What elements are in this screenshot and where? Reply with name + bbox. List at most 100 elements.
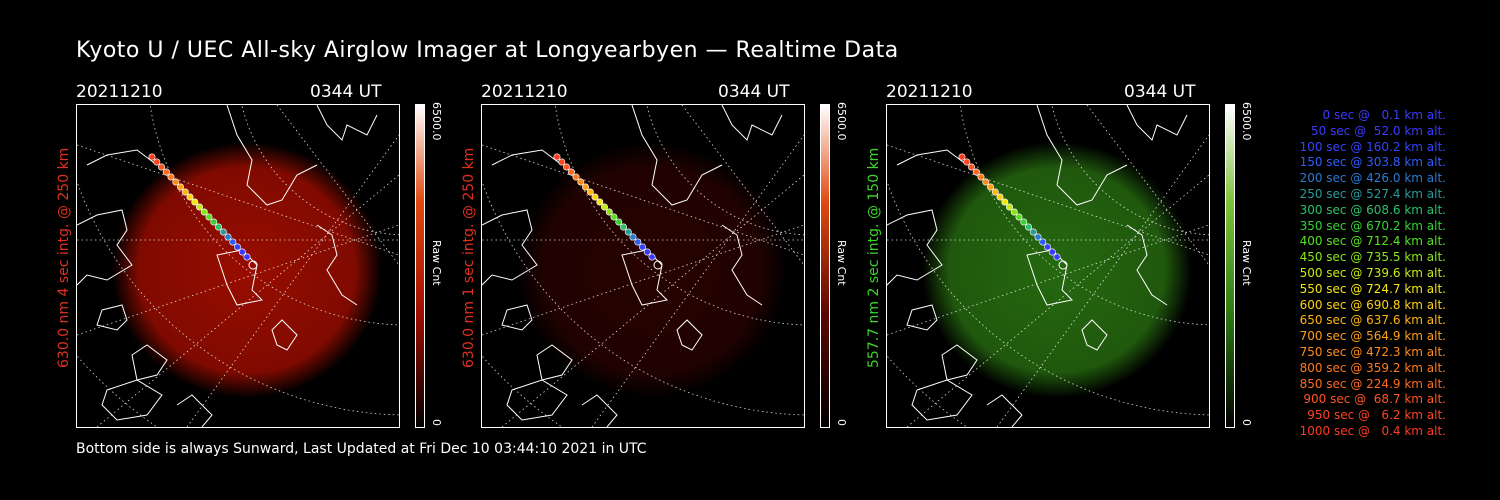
trajectory-point <box>224 233 232 241</box>
panel-2-cbar-min: 0 <box>835 419 848 426</box>
trajectory-point <box>1006 203 1014 211</box>
launch-site-marker <box>653 260 663 270</box>
trajectory-point <box>977 173 985 181</box>
trajectory-point <box>153 158 161 166</box>
legend-item: 50 sec @ 52.0 km alt. <box>1311 123 1446 138</box>
launch-site-marker <box>248 260 258 270</box>
legend-item: 200 sec @ 426.0 km alt. <box>1299 171 1446 186</box>
trajectory-point <box>243 253 251 261</box>
trajectory-point <box>234 243 242 251</box>
legend-item: 450 sec @ 735.5 km alt. <box>1299 250 1446 265</box>
trajectory-point <box>639 243 647 251</box>
trajectory-point <box>553 153 561 161</box>
trajectory-point <box>191 198 199 206</box>
panel-2-colorbar <box>820 104 830 428</box>
coastline-outlines <box>482 105 783 427</box>
trajectory-point <box>648 253 656 261</box>
lat-lon-grid <box>887 105 1209 427</box>
panel-2-ylabel: 630.0 nm 1 sec intg. @ 250 km <box>461 147 477 368</box>
panel-3-time: 0344 UT <box>1124 82 1196 102</box>
trajectory-point <box>615 218 623 226</box>
trajectory-point <box>563 163 571 171</box>
trajectory-point <box>215 223 223 231</box>
panel-2-date: 20211210 <box>481 82 568 102</box>
trajectory-point <box>196 203 204 211</box>
rocket-trajectory <box>148 153 258 270</box>
legend-item: 900 sec @ 68.7 km alt. <box>1303 392 1446 407</box>
rocket-trajectory <box>958 153 1068 270</box>
panel-1-time: 0344 UT <box>310 82 382 102</box>
legend-item: 950 sec @ 6.2 km alt. <box>1307 408 1446 423</box>
panel-2-image <box>481 104 805 428</box>
allsky-map <box>77 105 399 427</box>
trajectory-point <box>567 168 575 176</box>
panel-2-time: 0344 UT <box>718 82 790 102</box>
trajectory-point <box>1048 248 1056 256</box>
legend-item: 600 sec @ 690.8 km alt. <box>1299 297 1446 312</box>
trajectory-point <box>982 178 990 186</box>
panel-2-cbar-unit: Raw Cnt <box>835 240 848 286</box>
trajectory-point <box>205 213 213 221</box>
panel-2-cbar-max: 6500.0 <box>835 102 848 141</box>
trajectory-point <box>582 183 590 191</box>
page-title: Kyoto U / UEC All-sky Airglow Imager at … <box>76 38 899 63</box>
legend-item: 650 sec @ 637.6 km alt. <box>1299 313 1446 328</box>
trajectory-point <box>167 173 175 181</box>
legend-item: 800 sec @ 359.2 km alt. <box>1299 360 1446 375</box>
trajectory-point <box>1029 228 1037 236</box>
allsky-map <box>887 105 1209 427</box>
trajectory-point <box>1001 198 1009 206</box>
trajectory-legend: 0 sec @ 0.1 km alt. 50 sec @ 52.0 km alt.… <box>1262 108 1446 440</box>
legend-item: 350 sec @ 670.2 km alt. <box>1299 218 1446 233</box>
trajectory-point <box>996 193 1004 201</box>
legend-item: 750 sec @ 472.3 km alt. <box>1299 344 1446 359</box>
trajectory-point <box>1010 208 1018 216</box>
legend-item: 150 sec @ 303.8 km alt. <box>1299 155 1446 170</box>
legend-item: 250 sec @ 527.4 km alt. <box>1299 186 1446 201</box>
trajectory-point <box>596 198 604 206</box>
trajectory-point <box>629 233 637 241</box>
launch-site-marker <box>1058 260 1068 270</box>
trajectory-point <box>987 183 995 191</box>
trajectory-point <box>177 183 185 191</box>
rocket-trajectory <box>553 153 663 270</box>
trajectory-point <box>577 178 585 186</box>
airglow-sky-disc <box>922 142 1192 398</box>
trajectory-point <box>1053 253 1061 261</box>
panel-1-colorbar <box>415 104 425 428</box>
panel-3-cbar-unit: Raw Cnt <box>1240 240 1253 286</box>
legend-item: 100 sec @ 160.2 km alt. <box>1299 139 1446 154</box>
airglow-sky-disc <box>517 142 787 398</box>
trajectory-point <box>229 238 237 246</box>
trajectory-point <box>591 193 599 201</box>
trajectory-point <box>162 168 170 176</box>
legend-item: 1000 sec @ 0.4 km alt. <box>1299 423 1446 438</box>
trajectory-point <box>963 158 971 166</box>
panel-1-image <box>76 104 400 428</box>
trajectory-point <box>610 213 618 221</box>
trajectory-point <box>620 223 628 231</box>
allsky-map <box>482 105 804 427</box>
trajectory-point <box>558 158 566 166</box>
trajectory-point <box>1015 213 1023 221</box>
trajectory-point <box>1034 233 1042 241</box>
lat-lon-grid <box>482 105 804 427</box>
trajectory-point <box>586 188 594 196</box>
trajectory-point <box>1020 218 1028 226</box>
trajectory-point <box>172 178 180 186</box>
legend-item: 300 sec @ 608.6 km alt. <box>1299 202 1446 217</box>
trajectory-point <box>1039 238 1047 246</box>
trajectory-point <box>158 163 166 171</box>
panel-3-date: 20211210 <box>886 82 973 102</box>
panel-3-colorbar <box>1225 104 1235 428</box>
trajectory-point <box>601 203 609 211</box>
legend-item: 850 sec @ 224.9 km alt. <box>1299 376 1446 391</box>
legend-item: 0 sec @ 0.1 km alt. <box>1322 108 1447 122</box>
panel-1-cbar-max: 6500.0 <box>430 102 443 141</box>
panel-3-ylabel: 557.7 nm 2 sec intg. @ 150 km <box>866 147 882 368</box>
trajectory-point <box>200 208 208 216</box>
trajectory-point <box>1044 243 1052 251</box>
trajectory-point <box>572 173 580 181</box>
trajectory-point <box>958 153 966 161</box>
legend-item: 400 sec @ 712.4 km alt. <box>1299 234 1446 249</box>
